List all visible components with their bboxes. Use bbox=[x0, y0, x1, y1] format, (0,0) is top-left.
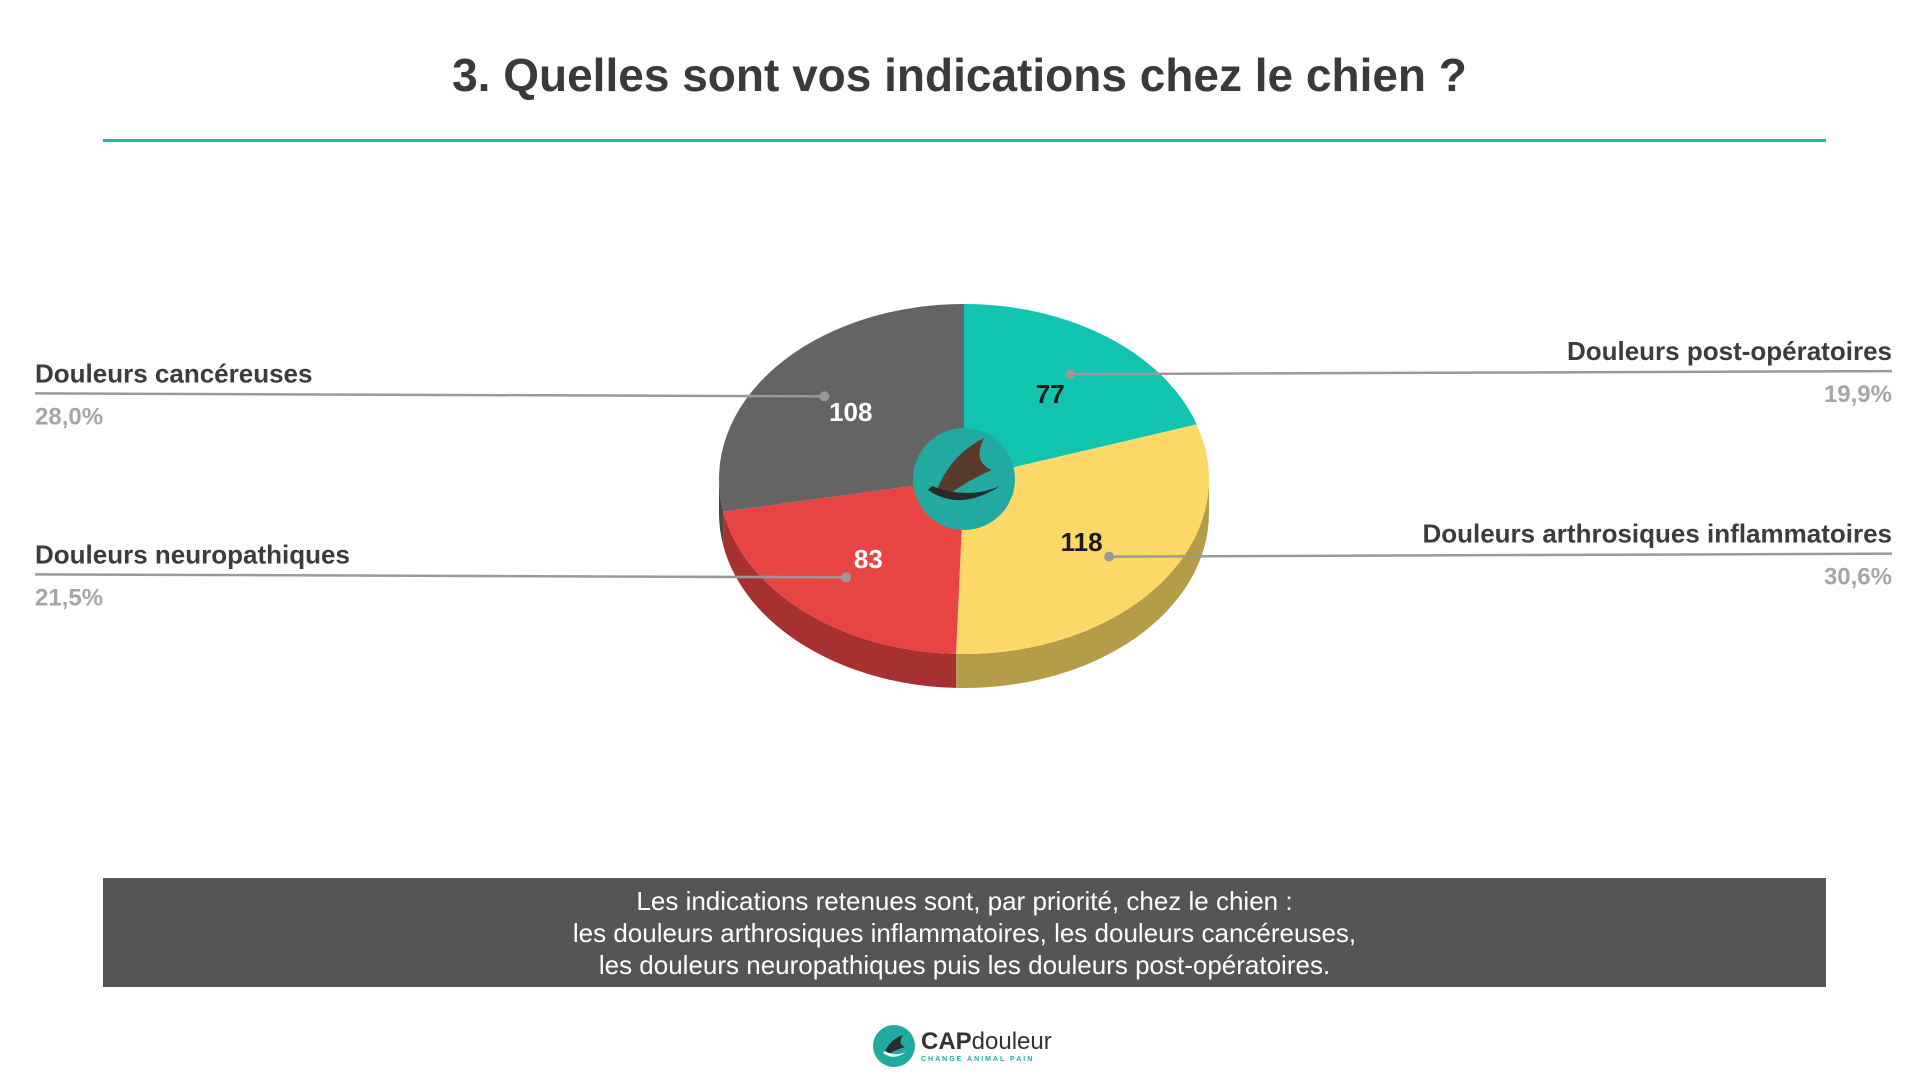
pie-labels: Douleurs post-opératoires 19,9% Douleurs a… bbox=[34, 336, 1893, 611]
slice-percent-douleurs-post-operatoires: 19,9% bbox=[1824, 381, 1892, 408]
slice-label-douleurs-cancereuses: Douleurs cancéreuses bbox=[35, 358, 312, 388]
leader-line-douleurs-arthrosiques-inflammatoires bbox=[1109, 552, 1893, 558]
footer-logo: CAPdouleur CHANGE ANIMAL PAIN bbox=[873, 1024, 1052, 1068]
slice-value-douleurs-arthrosiques-inflammatoires: 118 bbox=[1061, 527, 1103, 557]
brand-tagline: CHANGE ANIMAL PAIN bbox=[921, 1055, 1035, 1063]
pie-slice-douleurs-post-operatoires bbox=[964, 304, 1197, 479]
slice-percent-douleurs-cancereuses: 28,0% bbox=[35, 403, 103, 430]
brand-name: CAPdouleur bbox=[921, 1027, 1052, 1055]
summary-box: Les indications retenues sont, par prior… bbox=[103, 878, 1826, 987]
slice-percent-douleurs-neuropathiques: 21,5% bbox=[35, 584, 103, 611]
pie-side-douleurs-neuropathiques bbox=[723, 511, 957, 688]
leader-line-douleurs-post-operatoires bbox=[1070, 369, 1893, 376]
summary-line-1: Les indications retenues sont, par prior… bbox=[636, 885, 1293, 916]
leader-line-douleurs-neuropathiques bbox=[34, 573, 847, 579]
pie-slice-douleurs-arthrosiques-inflammatoires bbox=[956, 424, 1209, 654]
slice-value-douleurs-cancereuses: 108 bbox=[829, 397, 872, 427]
capdouleur-logo-icon bbox=[873, 1025, 915, 1067]
title-divider bbox=[103, 139, 1826, 142]
page-title: 3. Quelles sont vos indications chez le … bbox=[452, 49, 1467, 101]
pie-slices: 77 118 83 108 bbox=[719, 304, 1209, 654]
pie-side-douleurs-arthrosiques-inflammatoires bbox=[956, 479, 1209, 689]
pie-side-douleurs-cancereuses bbox=[719, 479, 724, 546]
pie-slice-douleurs-cancereuses bbox=[719, 304, 964, 512]
slice-percent-douleurs-arthrosiques-inflammatoires: 30,6% bbox=[1824, 564, 1892, 591]
leader-line-douleurs-cancereuses bbox=[34, 392, 825, 398]
slice-value-douleurs-post-operatoires: 77 bbox=[1036, 379, 1065, 409]
slice-label-douleurs-post-operatoires: Douleurs post-opératoires bbox=[1567, 336, 1892, 366]
pie-slice-douleurs-neuropathiques bbox=[723, 479, 964, 654]
slice-label-douleurs-neuropathiques: Douleurs neuropathiques bbox=[35, 539, 350, 569]
slice-label-douleurs-arthrosiques-inflammatoires: Douleurs arthrosiques inflammatoires bbox=[1422, 519, 1892, 549]
center-logo-icon bbox=[913, 428, 1015, 530]
slice-value-douleurs-neuropathiques: 83 bbox=[854, 544, 883, 574]
pie-3d-sides bbox=[719, 479, 1209, 689]
summary-line-2: les douleurs arthrosiques inflammatoires… bbox=[572, 917, 1357, 948]
summary-line-3: les douleurs neuropathiques puis les dou… bbox=[598, 949, 1331, 980]
